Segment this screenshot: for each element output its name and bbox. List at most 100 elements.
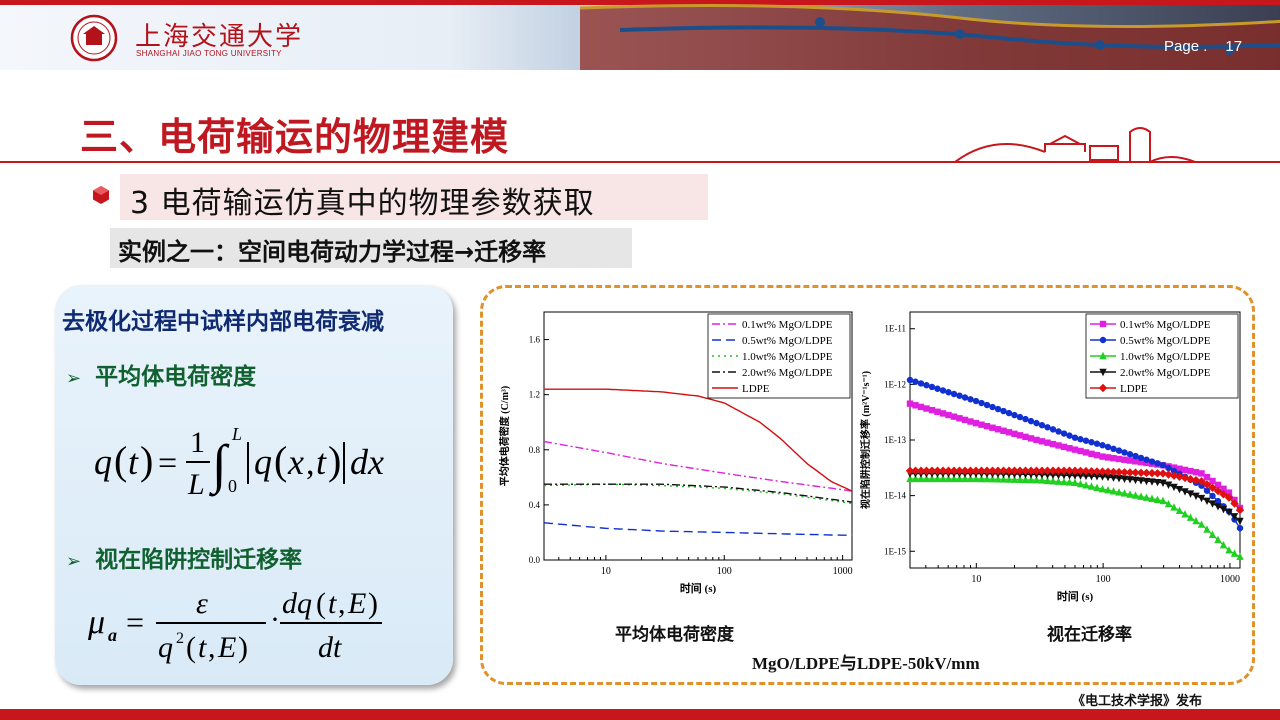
- data-point: [1103, 467, 1113, 476]
- data-point: [1142, 477, 1151, 486]
- svg-text:(: (: [114, 438, 127, 483]
- data-point: [1121, 449, 1128, 456]
- data-point: [1087, 467, 1096, 476]
- data-point: [1164, 499, 1173, 508]
- university-name-cn: 上海交通大学: [135, 22, 304, 52]
- data-point: [1099, 368, 1107, 377]
- data-point: [1159, 479, 1167, 487]
- data-point: [1197, 520, 1206, 528]
- data-point: [911, 474, 920, 483]
- data-point: [1087, 482, 1096, 490]
- data-point: [1192, 516, 1200, 525]
- subtitle-text: 3 电荷输运仿真中的物理参数获取: [130, 186, 595, 221]
- series-1: [543, 522, 852, 536]
- data-point: [1137, 477, 1145, 485]
- data-point: [944, 466, 953, 475]
- svg-text:t: t: [198, 631, 207, 664]
- data-point: [961, 474, 969, 483]
- data-point: [1082, 449, 1090, 456]
- data-point: [938, 466, 948, 475]
- data-point: [1186, 490, 1195, 498]
- data-point: [1120, 468, 1129, 477]
- data-point: [1208, 500, 1217, 508]
- data-point: [1005, 475, 1013, 483]
- data-point: [934, 408, 941, 415]
- data-point: [917, 403, 925, 411]
- data-point: [1131, 476, 1140, 485]
- data-point: [1076, 466, 1085, 476]
- data-point: [1054, 477, 1063, 485]
- data-point: [993, 466, 1003, 475]
- data-point: [1065, 472, 1074, 480]
- svg-text:dx: dx: [350, 442, 384, 482]
- svg-text:μ: μ: [87, 604, 105, 641]
- data-point: [949, 466, 959, 475]
- data-point: [1049, 426, 1057, 433]
- data-point: [1044, 439, 1051, 446]
- item-label: 平均体电荷密度: [95, 364, 257, 390]
- data-point: [916, 466, 926, 475]
- data-point: [944, 474, 953, 483]
- data-point: [1170, 503, 1178, 511]
- data-point: [1175, 506, 1184, 515]
- data-point: [1114, 467, 1124, 477]
- data-point: [1066, 445, 1073, 452]
- data-point: [1126, 457, 1134, 464]
- data-point: [905, 466, 915, 475]
- svg-text:): ): [328, 438, 341, 483]
- svg-text:dq: dq: [282, 587, 312, 620]
- data-point: [1175, 485, 1184, 494]
- data-point: [961, 394, 969, 401]
- data-point: [1000, 407, 1007, 415]
- series-4: [905, 466, 1245, 515]
- data-point: [1104, 443, 1112, 451]
- svg-text:dt: dt: [318, 631, 342, 664]
- x-axis-label: 时间 (s): [1057, 589, 1094, 603]
- data-point: [972, 419, 980, 427]
- data-point: [966, 466, 975, 475]
- y-tick-label: 1.6: [529, 335, 541, 345]
- average-charge-density-chart: 10 100 1000 0.0 0.4 0.8 1.2 1.6 时间 (s) 平均体电荷密度 (C…: [498, 311, 853, 595]
- data-point: [950, 413, 958, 420]
- data-point: [1049, 471, 1057, 480]
- svg-text:q: q: [94, 442, 112, 482]
- svg-text:): ): [238, 631, 248, 664]
- x-tick-label: 10: [601, 566, 611, 577]
- legend-label: LDPE: [1120, 383, 1148, 395]
- data-point: [1164, 470, 1173, 479]
- svg-text:q: q: [254, 442, 272, 482]
- data-point: [1220, 485, 1227, 492]
- data-point: [1038, 471, 1046, 479]
- data-point: [1093, 440, 1101, 447]
- apparent-mobility-chart: 10 100 1000 1E-11 1E-12 1E-13 1E-14 1E-15 时间 (s)…: [859, 311, 1245, 603]
- data-point: [1115, 488, 1123, 496]
- data-point: [1038, 422, 1046, 429]
- data-point: [1186, 474, 1195, 484]
- series-3: [544, 483, 853, 503]
- data-point: [1027, 475, 1035, 484]
- data-point: [1126, 476, 1134, 484]
- data-point: [1236, 517, 1244, 526]
- data-point: [956, 392, 963, 399]
- data-point: [978, 421, 985, 428]
- roof-decoration-icon: [579, 4, 1280, 70]
- data-point: [1000, 427, 1007, 434]
- data-point: [1016, 413, 1024, 421]
- svg-text:q: q: [158, 631, 173, 664]
- data-point: [1224, 493, 1234, 502]
- data-point: [1137, 454, 1145, 462]
- y-tick-label: 1E-14: [884, 491, 906, 501]
- data-point: [1137, 458, 1145, 466]
- data-point: [988, 466, 997, 475]
- data-point: [1033, 436, 1040, 444]
- legend-label: 2.0wt% MgO/LDPE: [742, 367, 833, 379]
- data-point: [1225, 508, 1233, 517]
- data-point: [1225, 546, 1233, 554]
- data-point: [1037, 466, 1047, 475]
- data-point: [983, 401, 991, 409]
- data-point: [1022, 415, 1029, 423]
- data-point: [945, 389, 952, 396]
- svg-text:t: t: [316, 442, 327, 482]
- data-point: [1143, 459, 1150, 467]
- y-tick-label: 0.8: [529, 445, 541, 455]
